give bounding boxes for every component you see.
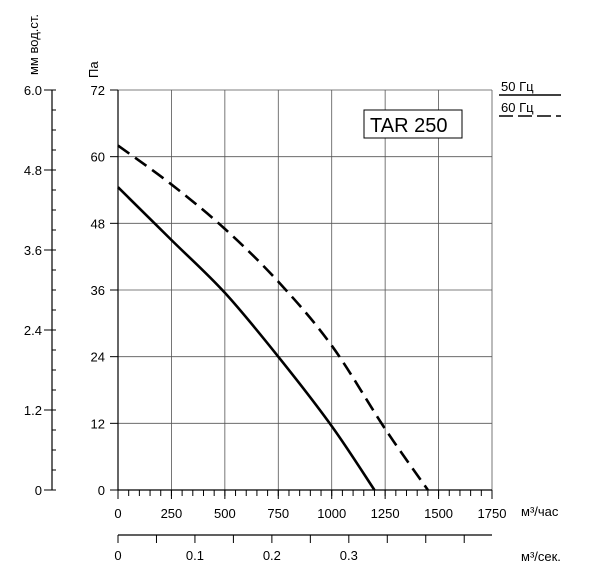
x-tick-label: 0 (114, 506, 121, 521)
x-secondary-axis-title: м³/сек. (521, 549, 561, 564)
x-secondary-tick-label: 0.2 (263, 548, 281, 563)
y-outer-tick-label: 6.0 (24, 83, 42, 98)
curve-50hz (117, 186, 376, 491)
y-inner-tick-label: 24 (91, 350, 105, 365)
axis-labels: мм вод.ст. Па м³/час м³/сек. (26, 14, 561, 564)
x-tick-label: 500 (214, 506, 236, 521)
y-outer-axis-title: мм вод.ст. (26, 14, 41, 75)
axes: 0 12 24 36 48 60 72 0 1.2 2.4 3.6 4.8 6.0 0 250 500 750 1… (24, 83, 507, 563)
x-tick-label: 1500 (424, 506, 453, 521)
y-inner-tick-label: 36 (91, 283, 105, 298)
x-axis-title: м³/час (521, 504, 559, 519)
curve-60hz (117, 144, 429, 491)
y-inner-tick-label: 48 (91, 216, 105, 231)
x-tick-label: 1250 (371, 506, 400, 521)
legend: 50 Гц 60 Гц (499, 79, 561, 117)
x-tick-label: 250 (161, 506, 183, 521)
x-secondary-tick-label: 0.3 (340, 548, 358, 563)
x-tick-label: 750 (267, 506, 289, 521)
x-secondary-tick-label: 0 (114, 548, 121, 563)
y-inner-axis-title: Па (86, 61, 101, 78)
grid (118, 89, 493, 490)
x-tick-label: 1000 (317, 506, 346, 521)
x-secondary-tick-label: 0.1 (186, 548, 204, 563)
y-outer-tick-label: 0 (35, 483, 42, 498)
model-badge: TAR 250 (363, 109, 463, 139)
y-inner-tick-label: 72 (91, 83, 105, 98)
y-inner-tick-label: 60 (91, 150, 105, 165)
y-outer-tick-label: 4.8 (24, 163, 42, 178)
y-outer-tick-label: 2.4 (24, 323, 42, 338)
legend-label-50hz: 50 Гц (501, 79, 534, 94)
model-label: TAR 250 (370, 115, 447, 137)
y-inner-tick-label: 0 (98, 483, 105, 498)
y-outer-tick-label: 3.6 (24, 243, 42, 258)
y-inner-tick-label: 12 (91, 416, 105, 431)
legend-label-60hz: 60 Гц (501, 100, 534, 115)
x-tick-label: 1750 (478, 506, 507, 521)
curves (117, 144, 429, 491)
y-outer-tick-label: 1.2 (24, 403, 42, 418)
